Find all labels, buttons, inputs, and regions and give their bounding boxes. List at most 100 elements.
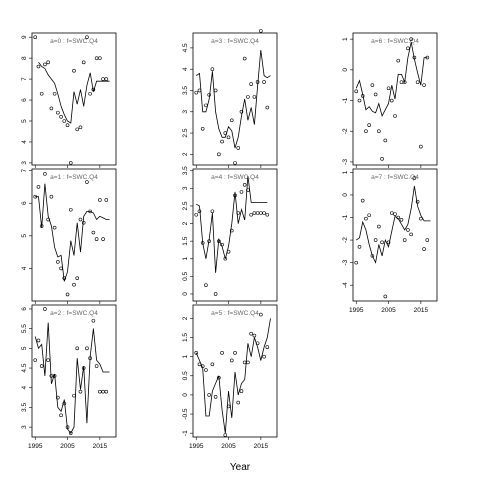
data-point <box>68 207 73 212</box>
y-tick-label: 1.5 <box>182 333 189 342</box>
y-tick-label: 0 <box>342 193 349 197</box>
data-point <box>78 125 83 130</box>
data-point <box>259 312 263 317</box>
series-line <box>38 62 110 124</box>
y-tick-label: 7 <box>21 77 28 81</box>
y-tick-label: 2.5 <box>182 201 189 210</box>
x-tick-label: 2015 <box>93 443 108 450</box>
data-point <box>56 260 60 264</box>
data-point <box>354 89 359 94</box>
y-tick-label: 1.5 <box>182 236 189 245</box>
data-point <box>204 368 208 372</box>
data-point <box>75 127 80 132</box>
y-tick-label: -2 <box>342 128 349 134</box>
panel-title: a=5 : f=SWC.Q4 <box>211 310 259 317</box>
y-tick-label: 6 <box>21 307 28 311</box>
x-tick-label: 2015 <box>414 307 429 314</box>
data-point <box>383 138 388 143</box>
data-point <box>383 294 388 299</box>
data-point <box>75 346 80 351</box>
x-tick-label: 2005 <box>221 443 236 450</box>
panel-title: a=0 : f=SWC.Q4 <box>50 38 98 45</box>
series-line <box>195 49 271 149</box>
data-point <box>59 266 63 271</box>
panel-title: a=4 : f=SWC.Q4 <box>211 174 259 181</box>
x-tick-label: 1995 <box>349 307 364 314</box>
data-point <box>75 276 80 280</box>
series-line <box>35 183 110 282</box>
data-point <box>246 360 250 365</box>
data-point <box>229 358 234 363</box>
series-line <box>195 318 271 434</box>
y-tick-label: -4 <box>342 282 349 288</box>
data-point <box>229 228 234 233</box>
data-point <box>367 213 371 218</box>
data-point <box>52 91 57 96</box>
data-point <box>98 389 102 394</box>
data-point <box>259 211 263 215</box>
y-tick-label: 6 <box>21 98 28 102</box>
data-point <box>62 119 67 123</box>
data-point <box>249 212 253 217</box>
data-point <box>373 238 378 242</box>
data-point <box>81 220 86 225</box>
y-tick-label: -1 <box>342 214 349 220</box>
data-point <box>377 224 381 229</box>
data-point <box>242 183 247 187</box>
y-tick-label: 1 <box>342 170 349 174</box>
x-tick-label: 1995 <box>28 443 43 450</box>
data-point <box>357 98 362 103</box>
data-point <box>104 389 109 394</box>
chart-panel-1: a=3 : f=SWC.Q4 2 2.5 3 3.5 4 4.5 <box>182 29 278 168</box>
y-tick-label: -3 <box>342 159 349 165</box>
data-point <box>370 83 375 87</box>
data-point <box>43 307 47 311</box>
data-point <box>419 144 423 149</box>
data-point <box>46 358 50 362</box>
data-point <box>91 230 96 235</box>
data-point <box>409 37 413 41</box>
data-point <box>357 245 362 249</box>
data-point <box>85 35 89 39</box>
y-tick-label: 3.5 <box>182 166 189 175</box>
data-point <box>229 118 234 123</box>
data-point <box>386 240 391 245</box>
panel-frame <box>192 304 278 438</box>
data-point <box>217 152 221 157</box>
y-tick-label: 3 <box>182 186 189 190</box>
data-point <box>402 238 407 242</box>
data-point <box>373 92 378 97</box>
y-tick-label: 3.5 <box>21 403 28 412</box>
data-point <box>220 139 224 144</box>
panel-frame <box>192 32 278 166</box>
data-point <box>72 68 76 73</box>
y-tick-label: 4.5 <box>21 363 28 372</box>
panel-frame <box>352 32 438 166</box>
data-point <box>210 67 215 71</box>
data-point <box>262 354 266 359</box>
panel-title: a=2 : f=SWC.Q4 <box>50 310 98 317</box>
y-tick-label: 8 <box>21 56 28 60</box>
data-point <box>364 129 368 134</box>
data-point <box>262 211 266 215</box>
panel-frame <box>31 32 117 166</box>
chart-panel-2: a=6 : f=SWC.Q4 -3 -2 -1 0 1 <box>342 32 438 168</box>
data-point <box>39 364 44 368</box>
panel-frame <box>192 168 278 302</box>
y-tick-label: 7 <box>21 168 28 172</box>
y-tick-label: 2.5 <box>182 128 189 137</box>
data-point <box>389 98 394 103</box>
y-tick-label: 0.5 <box>182 271 189 280</box>
y-tick-label: 3 <box>182 110 189 114</box>
data-point <box>396 58 401 63</box>
data-point <box>98 56 102 60</box>
data-point <box>213 292 218 296</box>
data-point <box>360 198 365 203</box>
y-tick-label: 3.5 <box>182 86 189 95</box>
data-point <box>249 82 253 86</box>
data-point <box>265 212 270 217</box>
data-point <box>364 216 368 221</box>
data-point <box>85 346 89 351</box>
data-point <box>242 56 247 61</box>
